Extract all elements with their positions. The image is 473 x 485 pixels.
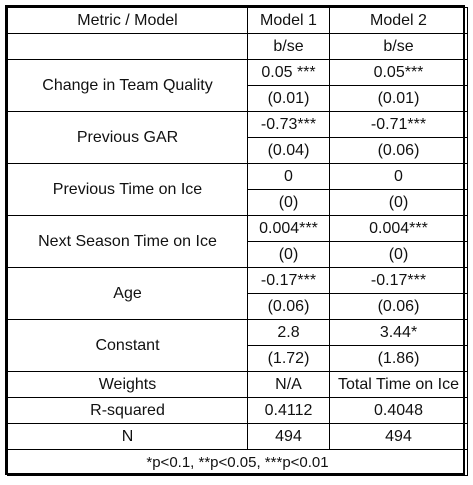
metric-label: Change in Team Quality (7, 59, 248, 112)
n-model-2: 494 (329, 423, 468, 450)
coef-cell: -0.17*** (247, 267, 330, 294)
se-cell: (1.72) (247, 345, 330, 372)
weights-label: Weights (7, 371, 248, 398)
regression-table-frame: Metric / Model Model 1 Model 2 b/se b/se… (5, 5, 468, 476)
coef-cell: 0 (247, 163, 330, 190)
se-cell: (0) (329, 189, 468, 216)
r-squared-label: R-squared (7, 397, 248, 424)
se-cell: (0.01) (329, 85, 468, 112)
se-cell: (0.06) (247, 293, 330, 320)
header-model-1: Model 1 (247, 7, 330, 34)
metric-label: Previous Time on Ice (7, 163, 248, 216)
table-row: Constant 2.8 3.44* (7, 319, 468, 372)
weights-model-1: N/A (247, 371, 330, 398)
se-cell: (0.06) (329, 137, 468, 164)
table-row: Previous GAR -0.73*** -0.71*** (7, 111, 468, 164)
table-row: Change in Team Quality 0.05 *** 0.05*** (7, 59, 468, 112)
r-squared-model-1: 0.4112 (247, 397, 330, 424)
r-squared-model-2: 0.4048 (329, 397, 468, 424)
table-row: (0) (0) (8, 241, 468, 268)
n-model-1: 494 (247, 423, 330, 450)
table-row: (0.01) (0.01) (8, 85, 468, 112)
coef-cell: 0.004*** (247, 215, 330, 242)
weights-row: Weights N/A Total Time on Ice (7, 371, 468, 398)
table-row: (1.72) (1.86) (8, 345, 468, 372)
regression-table: Metric / Model Model 1 Model 2 b/se b/se… (7, 7, 468, 476)
se-cell: (0.01) (247, 85, 330, 112)
coef-cell: -0.73*** (247, 111, 330, 138)
header-model-2: Model 2 (329, 7, 468, 34)
coef-cell: 0 (329, 163, 468, 190)
significance-footnote: *p<0.1, **p<0.05, ***p<0.01 (7, 449, 468, 476)
table-row: (0) (0) (8, 189, 468, 216)
coef-cell: 0.05*** (329, 59, 468, 86)
subheader-row: b/se b/se (7, 33, 468, 60)
header-metric: Metric / Model (7, 7, 248, 34)
table-row: (0.06) (0.06) (8, 293, 468, 320)
table-row: (0.04) (0.06) (8, 137, 468, 164)
se-cell: (0) (247, 189, 330, 216)
se-cell: (1.86) (329, 345, 468, 372)
n-label: N (7, 423, 248, 450)
metric-label: Constant (7, 319, 248, 372)
subheader-metric (7, 33, 248, 60)
se-cell: (0.06) (329, 293, 468, 320)
weights-model-2: Total Time on Ice (329, 371, 468, 398)
coef-cell: 3.44* (329, 319, 468, 346)
subheader-model-1: b/se (247, 33, 330, 60)
footnote-row: *p<0.1, **p<0.05, ***p<0.01 (7, 449, 468, 476)
se-cell: (0) (247, 241, 330, 268)
coef-cell: -0.71*** (329, 111, 468, 138)
subheader-model-2: b/se (329, 33, 468, 60)
se-cell: (0) (329, 241, 468, 268)
se-cell: (0.04) (247, 137, 330, 164)
header-row: Metric / Model Model 1 Model 2 (7, 7, 468, 34)
coef-cell: 2.8 (247, 319, 330, 346)
r-squared-row: R-squared 0.4112 0.4048 (7, 397, 468, 424)
coef-cell: 0.05 *** (247, 59, 330, 86)
coef-cell: -0.17*** (329, 267, 468, 294)
metric-label: Age (7, 267, 248, 320)
coef-cell: 0.004*** (329, 215, 468, 242)
table-row: Previous Time on Ice 0 0 (7, 163, 468, 216)
metric-label: Previous GAR (7, 111, 248, 164)
metric-label: Next Season Time on Ice (7, 215, 248, 268)
table-row: Age -0.17*** -0.17*** (7, 267, 468, 320)
table-row: Next Season Time on Ice 0.004*** 0.004**… (7, 215, 468, 268)
n-row: N 494 494 (7, 423, 468, 450)
